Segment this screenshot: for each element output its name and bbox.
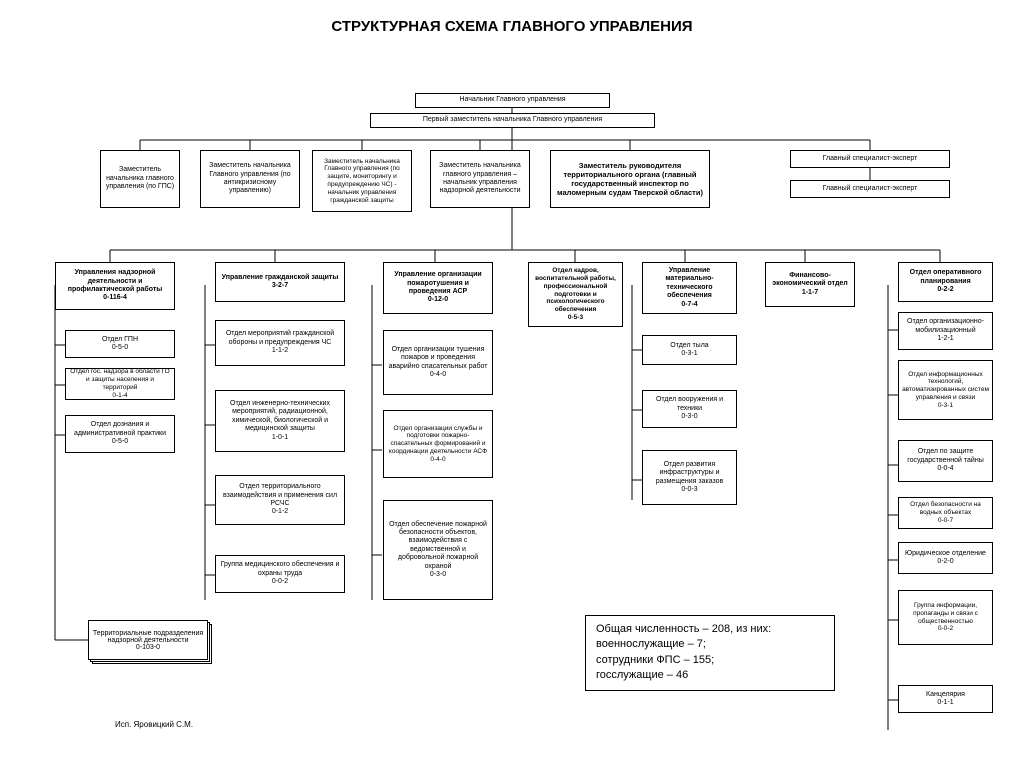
col7-head: Отдел оперативного планирования 0-2-2: [898, 262, 993, 302]
col1-b3: Отдел дознания и административной практи…: [65, 415, 175, 453]
specialist-2: Главный специалист-эксперт: [790, 180, 950, 198]
col5-b1: Отдел тыла 0-3-1: [642, 335, 737, 365]
col2-head: Управление гражданской защиты 3-2-7: [215, 262, 345, 302]
col7-b1: Отдел организационно-мобилизационный 1-2…: [898, 312, 993, 350]
col4-head: Отдел кадров, воспитательной работы, про…: [528, 262, 623, 327]
col7-b7: Канцелярия 0-1-1: [898, 685, 993, 713]
first-deputy-box: Первый заместитель начальника Главного у…: [370, 113, 655, 128]
deputy-5: Заместитель руководителя территориальног…: [550, 150, 710, 208]
col3-head: Управление организации пожаротушения и п…: [383, 262, 493, 314]
page-title: СТРУКТУРНАЯ СХЕМА ГЛАВНОГО УПРАВЛЕНИЯ: [0, 18, 1024, 35]
col2-b2: Отдел инженерно-технических мероприятий,…: [215, 390, 345, 452]
col7-b6: Группа информации, пропаганды и связи с …: [898, 590, 993, 645]
deputy-2: Заместитель начальника Главного управлен…: [200, 150, 300, 208]
col2-b1: Отдел мероприятий гражданской обороны и …: [215, 320, 345, 366]
col7-b2: Отдел информационных технологий, автомат…: [898, 360, 993, 420]
col7-b3: Отдел по защите государственной тайны 0-…: [898, 440, 993, 482]
col7-b4: Отдел безопасности на водных объектах 0-…: [898, 497, 993, 529]
specialist-1: Главный специалист-эксперт: [790, 150, 950, 168]
col5-b3: Отдел развития инфраструктуры и размещен…: [642, 450, 737, 505]
col2-b4: Группа медицинского обеспечения и охраны…: [215, 555, 345, 593]
deputy-4: Заместитель начальника главного управлен…: [430, 150, 530, 208]
col5-head: Управление материально-технического обес…: [642, 262, 737, 314]
col3-b2: Отдел организации службы и подготовки по…: [383, 410, 493, 478]
head-box: Начальник Главного управления: [415, 93, 610, 108]
col1-territorial: Территориальные подразделения надзорной …: [88, 620, 208, 660]
deputy-3: Заместитель начальника Главного управлен…: [312, 150, 412, 212]
col6-head: Финансово-экономический отдел 1-1-7: [765, 262, 855, 307]
deputy-1: Заместитель начальника главного управлен…: [100, 150, 180, 208]
col1-b1: Отдел ГПН 0-5-0: [65, 330, 175, 358]
col5-b2: Отдел вооружения и техники 0-3-0: [642, 390, 737, 428]
col3-b1: Отдел организации тушения пожаров и пров…: [383, 330, 493, 395]
footer-author: Исп. Яровицкий С.М.: [115, 720, 193, 729]
col1-b2: Отдел гос. надзора в области ГО и защиты…: [65, 368, 175, 400]
summary-box: Общая численность – 208, из них: военнос…: [585, 615, 835, 691]
col2-b3: Отдел территориального взаимодействия и …: [215, 475, 345, 525]
col7-b5: Юридическое отделение 0-2-0: [898, 542, 993, 574]
col1-head: Управления надзорной деятельности и проф…: [55, 262, 175, 310]
col3-b3: Отдел обеспечение пожарной безопасности …: [383, 500, 493, 600]
